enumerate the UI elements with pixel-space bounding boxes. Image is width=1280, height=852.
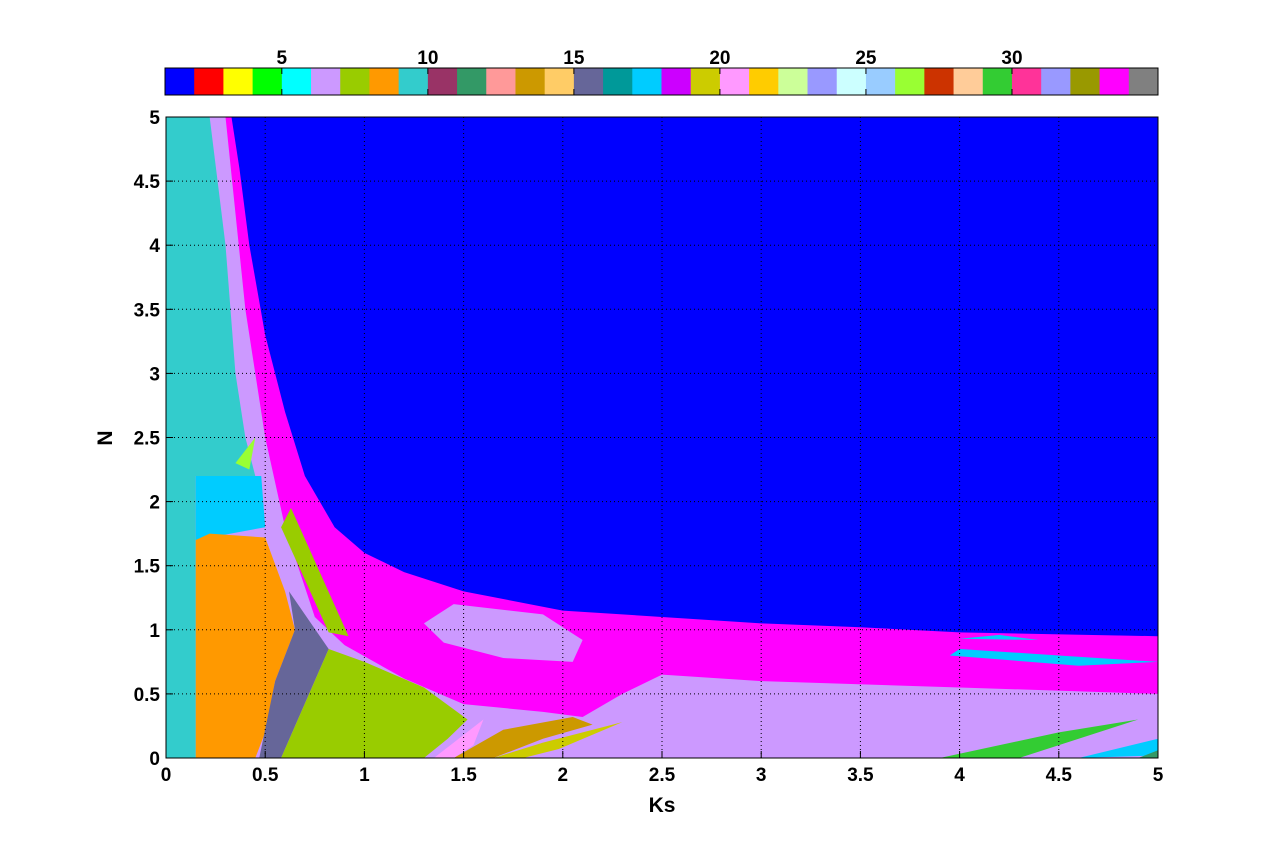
y-tick-label: 5 [149,108,160,129]
x-tick-label: 4.5 [1046,765,1073,786]
colorbar-cell [457,68,487,95]
colorbar-cell [398,68,429,95]
x-tick-label: 0.5 [252,765,279,786]
colorbar-cell [661,68,692,95]
x-tick-label: 5 [1153,765,1164,786]
y-tick-label: 3.5 [134,300,161,321]
y-tick-label: 1 [149,621,160,642]
region-class-1 [231,117,1159,637]
colorbar-cell [194,68,224,95]
colorbar-tick-label: 15 [563,48,585,69]
x-ticks: 0 0.5 1 1.5 2 2.5 3 3.5 4 4.5 5 [161,751,1164,786]
x-tick-label: 1.5 [450,765,477,786]
colorbar-cell [311,68,341,95]
x-tick-label: 3 [756,765,767,786]
x-tick-label: 2.5 [649,765,676,786]
y-tick-label: 1.5 [134,557,161,578]
colorbar-frame [164,67,1159,96]
colorbar-cell [836,68,867,95]
y-tick-label: 2.5 [134,429,161,450]
x-tick-label: 3.5 [847,765,874,786]
colorbar-tick-label: 25 [855,48,877,69]
colorbar-cell [895,68,925,95]
colorbar-cell [573,68,604,95]
region-class-17 [195,475,266,541]
colorbar-cell [865,68,896,95]
region-class-6 [423,604,583,662]
colorbar-cell [369,68,400,95]
colorbar-cell [1099,68,1130,95]
region-class-17 [949,649,1158,666]
colorbar-cell [1041,68,1071,95]
region-class-8 [195,533,295,758]
colorbar-cell [749,68,779,95]
region-class-15 [259,591,329,758]
colorbar-cell [953,68,984,95]
colorbar-cell [1070,68,1101,95]
colorbar-cell [165,68,195,95]
y-tick-label: 4 [149,236,160,257]
y-tick-label: 2 [149,493,160,514]
colorbar: 5 10 15 20 25 30 [164,48,1159,96]
y-axis-label: N [94,430,117,445]
x-tick-label: 4 [954,765,965,786]
region-class-20 [433,719,484,758]
region-class-17 [959,634,1039,641]
colorbar-cell [544,68,575,95]
colorbar-cell [427,68,458,95]
region-class-26 [235,437,256,470]
colorbar-cell [223,68,254,95]
colorbar-cell [486,68,516,95]
colorbar-cell [1128,68,1159,95]
colorbar-cell [719,68,750,95]
region-class-11 [1138,750,1158,758]
colorbar-cell [632,68,662,95]
x-axis-label: Ks [649,794,676,817]
colorbar-tick-label: 10 [417,48,438,69]
y-tick-label: 0.5 [134,685,161,706]
colorbar-tick-label: 30 [1001,48,1022,69]
region-class-7 [281,508,349,637]
region-class-7 [281,649,468,758]
region-class-13 [453,716,593,758]
colorbar-cell [807,68,838,95]
y-tick-label: 0 [149,749,160,770]
colorbar-cell [515,68,546,95]
region-class-19 [493,722,623,758]
region-class-29 [939,719,1139,758]
y-tick-label: 4.5 [134,172,161,193]
colorbar-cell [690,68,721,95]
colorbar-cell [1011,68,1042,95]
colorbar-cell [252,68,283,95]
colorbar-cell [281,68,312,95]
y-tick-label: 3 [149,364,160,385]
x-tick-label: 2 [558,765,569,786]
colorbar-tick-label: 5 [277,48,288,69]
colorbar-cell [982,68,1013,95]
region-class-17 [1078,738,1158,758]
colorbar-tick-label: 20 [709,48,730,69]
colorbar-cell [340,68,370,95]
y-ticks: 0 0.5 1 1.5 2 2.5 3 3.5 4 4.5 5 [134,108,173,770]
x-tick-label: 0 [161,765,172,786]
colorbar-cell [924,68,955,95]
colorbar-cell [603,68,633,95]
colorbar-cell [778,68,809,95]
x-tick-label: 1 [359,765,370,786]
